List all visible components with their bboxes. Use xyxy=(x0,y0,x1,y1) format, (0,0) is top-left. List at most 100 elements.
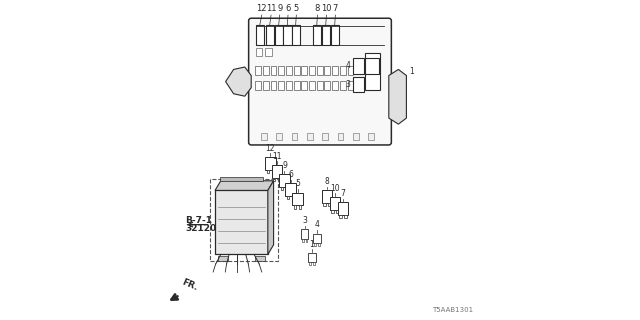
Bar xyxy=(278,81,284,90)
Bar xyxy=(292,133,297,140)
Bar xyxy=(283,25,292,45)
Text: 12: 12 xyxy=(257,4,267,13)
Bar xyxy=(299,205,301,209)
Text: 8: 8 xyxy=(324,177,330,186)
Bar xyxy=(272,165,282,178)
Bar xyxy=(271,66,276,75)
Bar xyxy=(318,243,319,246)
Bar xyxy=(301,229,308,239)
Bar xyxy=(332,81,338,90)
Text: 5: 5 xyxy=(295,180,300,188)
Bar xyxy=(365,53,380,90)
Bar xyxy=(330,197,340,210)
Bar xyxy=(286,187,288,190)
Bar xyxy=(255,256,265,261)
Text: 3: 3 xyxy=(302,216,307,225)
Bar xyxy=(220,177,263,181)
Bar xyxy=(348,81,353,90)
Bar xyxy=(294,205,296,209)
Bar xyxy=(265,157,275,170)
Bar xyxy=(328,203,331,206)
Text: 10: 10 xyxy=(321,4,332,13)
Bar xyxy=(255,66,261,75)
Bar xyxy=(285,183,296,196)
Bar xyxy=(338,133,343,140)
Bar xyxy=(353,77,364,92)
Bar xyxy=(294,81,300,90)
Text: 6: 6 xyxy=(285,4,291,13)
Bar xyxy=(309,81,315,90)
Bar xyxy=(287,196,289,199)
Bar xyxy=(344,215,347,218)
Text: 5: 5 xyxy=(294,4,299,13)
Bar xyxy=(322,25,330,45)
Bar xyxy=(265,48,271,56)
Text: 10: 10 xyxy=(330,184,340,193)
Bar xyxy=(365,58,379,74)
Bar xyxy=(294,66,300,75)
Bar xyxy=(324,66,330,75)
Text: T5AAB1301: T5AAB1301 xyxy=(432,307,473,313)
Polygon shape xyxy=(226,67,251,96)
Text: 8: 8 xyxy=(315,4,320,13)
Bar xyxy=(255,81,261,90)
Bar xyxy=(323,203,326,206)
Bar xyxy=(369,133,374,140)
Bar xyxy=(314,243,316,246)
Bar xyxy=(267,170,269,173)
Bar xyxy=(218,256,228,261)
Bar xyxy=(263,66,269,75)
Bar xyxy=(306,239,307,242)
Bar xyxy=(275,25,283,45)
Text: B-7-1: B-7-1 xyxy=(186,216,212,225)
Bar xyxy=(312,25,321,45)
Bar xyxy=(215,190,268,254)
Bar xyxy=(339,215,342,218)
Bar xyxy=(292,25,300,45)
Polygon shape xyxy=(215,181,274,190)
Bar xyxy=(280,174,290,187)
Bar xyxy=(286,66,292,75)
Text: FR.: FR. xyxy=(181,278,200,292)
Bar xyxy=(317,81,323,90)
Bar xyxy=(256,25,264,45)
Polygon shape xyxy=(268,181,274,254)
Bar xyxy=(348,66,353,75)
Bar xyxy=(278,66,284,75)
Bar xyxy=(332,66,338,75)
Polygon shape xyxy=(388,69,406,124)
Bar xyxy=(266,25,274,45)
Bar xyxy=(322,190,332,203)
Bar xyxy=(301,66,307,75)
Bar xyxy=(302,239,303,242)
Text: 9: 9 xyxy=(277,4,282,13)
Bar xyxy=(308,253,316,262)
Bar xyxy=(353,58,364,74)
Bar xyxy=(278,178,280,181)
Bar xyxy=(261,133,266,140)
Bar xyxy=(301,81,307,90)
Text: 4: 4 xyxy=(345,61,350,70)
Bar xyxy=(313,262,315,265)
Bar xyxy=(313,234,321,243)
Bar xyxy=(292,193,303,205)
Bar xyxy=(286,81,292,90)
Bar xyxy=(263,81,269,90)
Bar xyxy=(309,66,315,75)
Text: 1: 1 xyxy=(410,67,414,76)
Text: 11: 11 xyxy=(272,152,282,161)
Bar xyxy=(309,262,311,265)
Text: 32120: 32120 xyxy=(186,224,217,233)
Bar xyxy=(307,133,312,140)
Text: 3: 3 xyxy=(345,80,350,89)
FancyBboxPatch shape xyxy=(248,18,392,145)
Bar xyxy=(322,133,328,140)
Bar xyxy=(337,210,339,213)
Bar xyxy=(332,210,333,213)
Bar xyxy=(353,133,358,140)
Text: 6: 6 xyxy=(288,170,293,179)
Bar xyxy=(324,81,330,90)
Text: 11: 11 xyxy=(266,4,276,13)
Text: 4: 4 xyxy=(314,220,319,229)
Text: 9: 9 xyxy=(282,161,287,170)
